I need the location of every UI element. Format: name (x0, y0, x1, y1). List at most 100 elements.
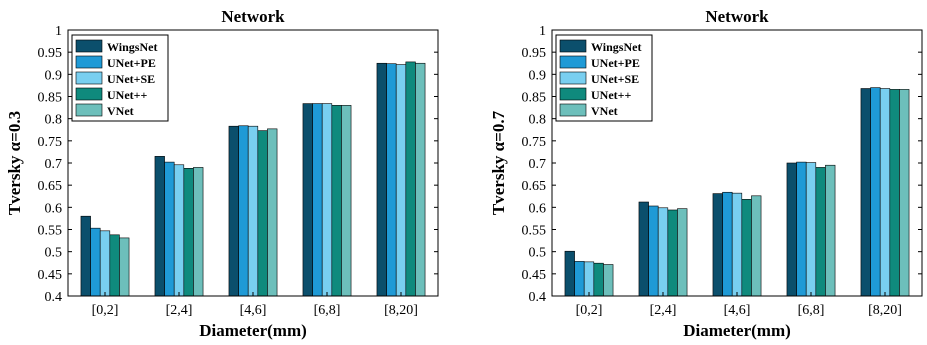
x-tick-label: [0,2] (92, 303, 119, 318)
bar-wingsnet-2 (712, 193, 723, 297)
y-tick-label: 0.85 (522, 91, 547, 106)
bar-wingsnet-3 (786, 162, 797, 297)
legend-swatch (75, 103, 103, 117)
y-tick-label: 0.8 (529, 113, 547, 128)
y-tick-label: 0.85 (38, 91, 63, 106)
bar-wingsnet-0 (80, 215, 91, 297)
bar-wingsnet-4 (376, 62, 387, 297)
bar-unet--2 (257, 130, 268, 297)
bar-unet-pe-4 (870, 87, 881, 297)
bar-unet--3 (331, 105, 342, 297)
y-tick-label: 0.4 (45, 290, 63, 305)
x-tick-label: [2,4] (166, 303, 193, 318)
x-tick-label: [0,2] (576, 303, 603, 318)
bar-unet--2 (741, 199, 752, 297)
bar-unet-pe-2 (238, 125, 249, 297)
bar-unet--0 (109, 234, 120, 297)
y-tick-label: 0.75 (38, 135, 63, 150)
legend-entry: WingsNet (107, 40, 157, 54)
bar-vnet-2 (267, 128, 278, 297)
chart-right: Network 0.4 0.45 0.5 0.55 0.6 0.65 0.7 0.75 0.8 0.… (489, 7, 923, 340)
legend-entry: UNet++ (591, 88, 631, 102)
y-tick-label: 0.7 (529, 157, 547, 172)
bar-wingsnet-0 (564, 250, 575, 297)
bar-wingsnet-2 (228, 125, 239, 297)
bar-unet-pe-1 (164, 161, 175, 297)
y-tick-label: 0.6 (529, 201, 547, 216)
bar-unet-se-2 (247, 125, 259, 297)
chart-title: Network (705, 7, 769, 26)
x-tick-label: [8,20] (384, 303, 418, 318)
legend-entry: UNet+PE (591, 56, 640, 70)
bar-unet-pe-4 (386, 63, 397, 297)
chart-title: Network (221, 7, 285, 26)
bar-unet--4 (405, 61, 416, 297)
y-tick-label: 1 (539, 24, 546, 39)
x-tick-label: [8,20] (868, 303, 902, 318)
legend-swatch (559, 55, 587, 69)
bar-unet-pe-3 (312, 103, 323, 297)
legend-swatch (559, 71, 587, 85)
y-tick-label: 0.75 (522, 135, 547, 150)
bar-vnet-0 (603, 264, 614, 297)
legend-entry: UNet+SE (591, 72, 639, 86)
x-axis-label: Diameter(mm) (683, 321, 791, 340)
y-axis-label: Tversky α=0.7 (489, 110, 508, 215)
bar-unet-se-1 (657, 207, 669, 297)
legend-swatch (75, 39, 103, 53)
bar-vnet-3 (341, 105, 352, 297)
y-tick-label: 0.45 (522, 268, 547, 283)
legend-entry: UNet+SE (107, 72, 155, 86)
bar-unet--3 (815, 167, 826, 297)
x-tick-label: [2,4] (650, 303, 677, 318)
bar-unet-se-1 (173, 164, 185, 297)
legend-swatch (75, 71, 103, 85)
bar-unet-pe-3 (796, 161, 807, 297)
bar-wingsnet-3 (302, 103, 313, 297)
bar-unet-se-4 (395, 64, 407, 297)
legend-swatch (559, 103, 587, 117)
bar-wingsnet-1 (154, 156, 165, 297)
bar-unet--1 (183, 168, 194, 297)
x-tick-label: [4,6] (724, 303, 751, 318)
bar-wingsnet-4 (860, 88, 871, 297)
y-tick-label: 0.8 (45, 113, 63, 128)
legend-swatch (75, 87, 103, 101)
bar-unet-se-2 (731, 192, 743, 297)
bar-vnet-3 (825, 164, 836, 297)
bar-vnet-4 (899, 89, 910, 297)
x-tick-label: [4,6] (240, 303, 267, 318)
bar-unet-se-3 (805, 162, 817, 297)
y-tick-label: 0.5 (529, 246, 547, 261)
y-tick-label: 0.5 (45, 246, 63, 261)
legend-entry: WingsNet (591, 40, 641, 54)
bar-vnet-1 (193, 167, 204, 297)
legend-swatch (559, 39, 587, 53)
bar-unet-se-0 (99, 230, 111, 297)
legend-entry: VNet (591, 104, 618, 118)
y-tick-label: 0.45 (38, 268, 63, 283)
bar-unet--4 (889, 89, 900, 297)
bar-wingsnet-1 (638, 201, 649, 297)
bar-vnet-2 (751, 195, 762, 297)
legend-entry: VNet (107, 104, 134, 118)
bar-vnet-1 (677, 208, 688, 297)
bar-unet-pe-0 (574, 261, 585, 297)
y-tick-label: 0.95 (38, 46, 63, 61)
x-axis-label: Diameter(mm) (199, 321, 307, 340)
y-tick-label: 0.95 (522, 46, 547, 61)
y-tick-label: 0.9 (529, 68, 547, 83)
bar-unet-se-4 (879, 88, 891, 297)
y-tick-label: 0.9 (45, 68, 63, 83)
bar-unet-pe-2 (722, 191, 733, 297)
chart-left: Network 0.4 0.45 0.5 0.55 0.6 0.65 0.7 0.75 0.8 0.… (5, 7, 439, 340)
bar-vnet-0 (119, 237, 130, 297)
legend-swatch (559, 87, 587, 101)
bar-unet--0 (593, 262, 604, 297)
legend-entry: UNet+PE (107, 56, 156, 70)
x-tick-label: [6,8] (798, 303, 825, 318)
y-tick-label: 0.65 (38, 179, 63, 194)
bar-unet-se-3 (321, 103, 333, 297)
x-tick-label: [6,8] (314, 303, 341, 318)
legend-swatch (75, 55, 103, 69)
